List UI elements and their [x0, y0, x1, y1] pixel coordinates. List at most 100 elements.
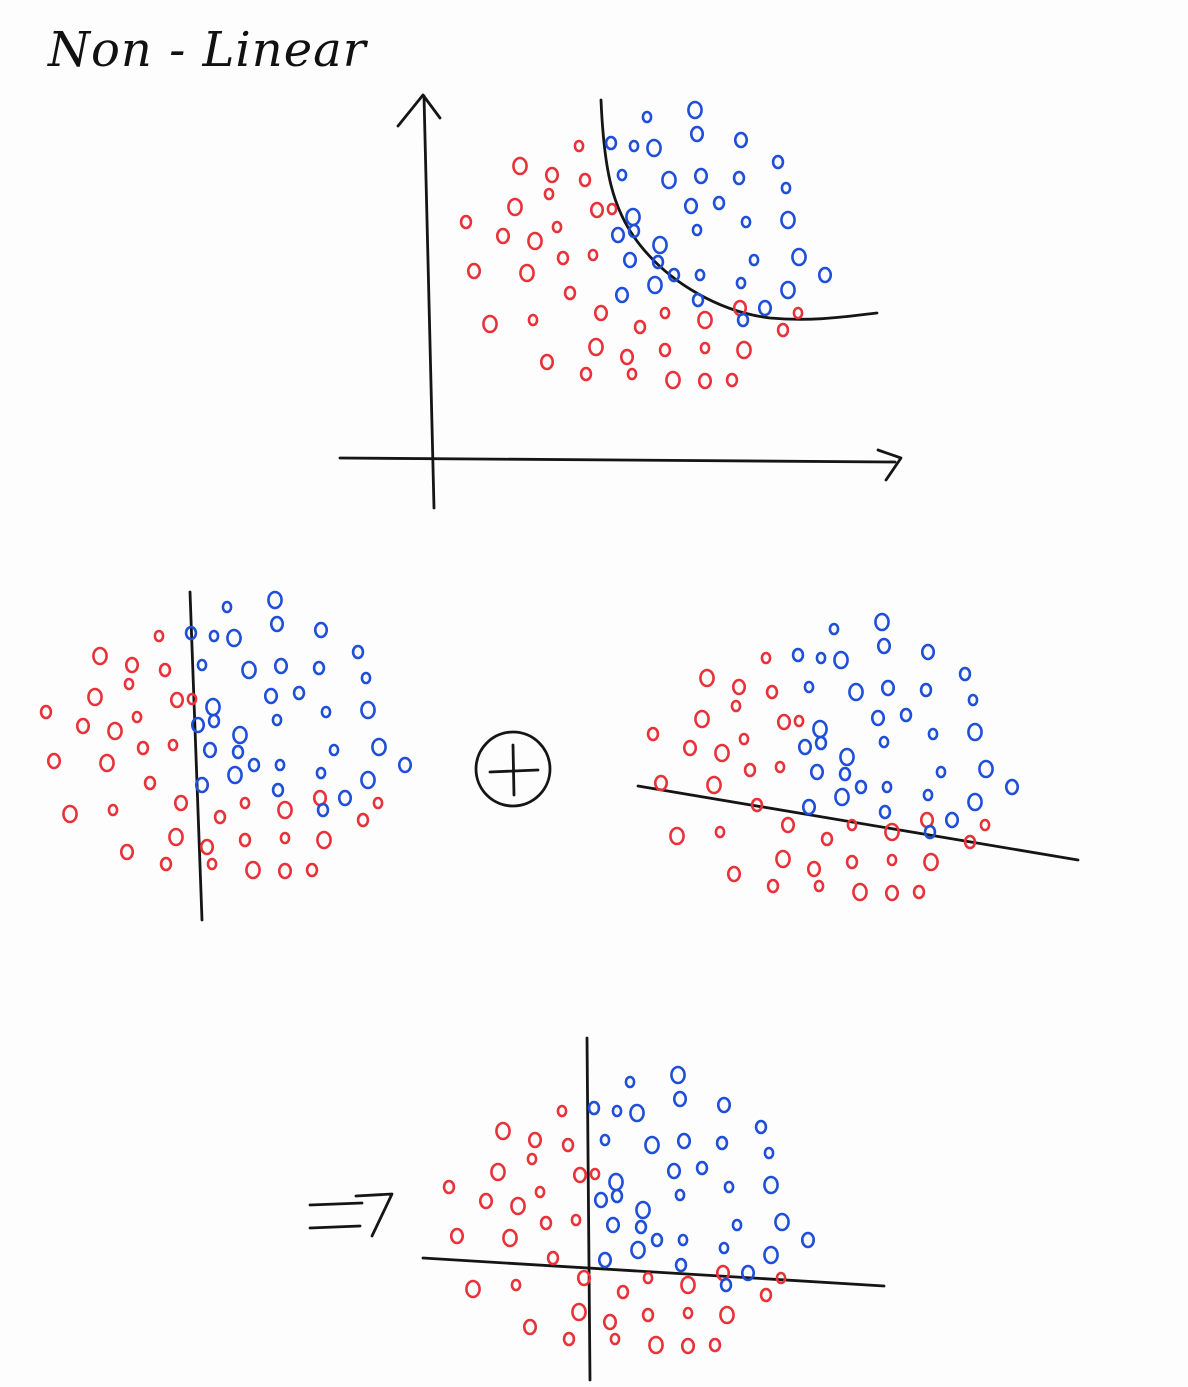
red-sample-point [468, 264, 479, 278]
red-sample-point [847, 856, 857, 868]
red-sample-point [93, 648, 106, 664]
red-sample-point [732, 701, 740, 711]
red-sample-point [644, 1273, 652, 1283]
red-sample-point [188, 694, 196, 704]
red-sample-point [508, 199, 521, 215]
blue-sample-point [924, 790, 932, 800]
red-sample-point [710, 1339, 720, 1351]
red-sample-point [655, 776, 666, 790]
red-sample-point [733, 680, 744, 694]
blue-sample-point [849, 684, 862, 700]
red-sample-point [169, 829, 182, 845]
blue-sample-point [946, 813, 957, 827]
red-sample-point [589, 339, 602, 355]
blue-sample-point [759, 301, 770, 315]
blue-sample-point [693, 225, 701, 235]
red-sample-point [715, 745, 728, 761]
plus-operator [476, 732, 550, 806]
red-sample-point [776, 762, 784, 772]
blue-sample-point [636, 1202, 649, 1218]
red-sample-point [981, 820, 989, 830]
red-sample-point [914, 886, 924, 898]
red-sample-point [77, 719, 88, 733]
blue-sample-point [233, 727, 246, 743]
blue-sample-point [606, 137, 616, 149]
blue-sample-point [1006, 780, 1017, 794]
red-sample-point [496, 1123, 509, 1139]
blue-sample-point [679, 1235, 687, 1245]
blue-sample-point [688, 102, 701, 118]
blue-sample-point [714, 197, 724, 209]
red-sample-point [720, 1307, 733, 1323]
red-sample-point [618, 1286, 628, 1298]
blue-sample-point [595, 1193, 606, 1207]
blue-sample-point [738, 314, 748, 326]
red-sample-point [480, 1194, 491, 1208]
panel-1-points [461, 102, 831, 388]
red-sample-point [451, 1229, 462, 1243]
red-sample-point [681, 1277, 694, 1293]
blue-sample-point [273, 784, 283, 796]
implies-arrow [310, 1194, 392, 1236]
blue-sample-point [691, 127, 702, 141]
blue-sample-point [750, 255, 758, 265]
red-sample-point [776, 851, 789, 867]
red-sample-point [648, 728, 658, 740]
red-sample-point [572, 1304, 585, 1320]
red-sample-point [548, 1252, 558, 1264]
blue-sample-point [362, 673, 370, 683]
blue-sample-point [765, 1148, 773, 1158]
blue-sample-point [979, 761, 992, 777]
blue-sample-point [676, 1259, 686, 1271]
blue-sample-point [813, 721, 826, 737]
red-sample-point [491, 1164, 504, 1180]
red-sample-point [628, 369, 636, 379]
blue-sample-point [361, 702, 374, 718]
blue-sample-point [645, 1137, 658, 1153]
red-sample-point [41, 706, 51, 718]
blue-sample-point [685, 199, 696, 213]
blue-sample-point [330, 745, 338, 755]
red-sample-point [466, 1281, 479, 1297]
red-sample-point [808, 862, 819, 876]
y-axis-arrowhead [398, 95, 440, 126]
red-sample-point [201, 840, 212, 854]
blue-sample-point [314, 662, 324, 674]
red-sample-point [707, 777, 720, 793]
blue-sample-point [662, 172, 675, 188]
blue-sample-point [830, 624, 838, 634]
blue-sample-point [775, 1214, 788, 1230]
red-sample-point [595, 306, 606, 320]
blue-sample-point [693, 294, 703, 306]
red-sample-point [100, 755, 113, 771]
red-sample-point [108, 723, 121, 739]
blue-sample-point [968, 724, 981, 740]
blue-sample-point [643, 112, 651, 122]
blue-sample-point [720, 1243, 728, 1253]
red-sample-point [528, 233, 541, 249]
blue-sample-point [618, 170, 626, 180]
red-sample-point [643, 1309, 653, 1321]
red-sample-point [604, 1315, 615, 1329]
red-sample-point [695, 711, 708, 727]
red-sample-point [778, 715, 789, 729]
red-sample-point [215, 811, 225, 823]
red-sample-point [885, 824, 898, 840]
red-sample-point [767, 686, 777, 698]
blue-sample-point [734, 172, 744, 184]
blue-sample-point [742, 217, 750, 227]
blue-sample-point [315, 623, 326, 637]
blue-sample-point [816, 737, 826, 749]
blue-sample-point [265, 689, 276, 703]
red-sample-point [621, 350, 632, 364]
red-sample-point [48, 754, 59, 768]
combined-vertical-line [587, 1038, 590, 1380]
blue-sample-point [817, 653, 825, 663]
red-sample-point [524, 1320, 535, 1334]
red-sample-point [126, 658, 137, 672]
blue-sample-point [210, 631, 218, 641]
blue-sample-point [612, 1190, 622, 1202]
blue-sample-point [589, 1102, 599, 1114]
blue-sample-point [626, 1077, 634, 1087]
red-sample-point [63, 806, 76, 822]
